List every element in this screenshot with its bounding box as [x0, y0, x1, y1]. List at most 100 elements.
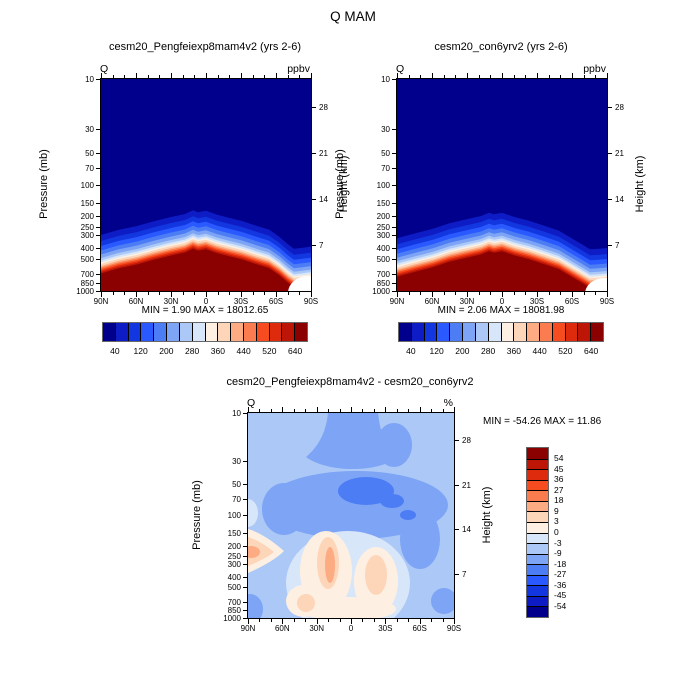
height-tick: [312, 199, 316, 201]
pressure-tick: [96, 235, 100, 237]
colorbar-segment: [230, 323, 243, 341]
colorbar-tick-label: 640: [288, 346, 303, 356]
variable-label: Q: [396, 63, 405, 75]
x-axis-tick: [287, 292, 289, 295]
pressure-tick: [243, 461, 247, 463]
pressure-tick-label: 500: [80, 254, 94, 264]
colorbar-tick-label: 45: [554, 463, 564, 474]
pressure-tick: [96, 290, 100, 292]
x-tick-label: 30N: [459, 297, 475, 306]
x-axis-tick: [101, 73, 102, 78]
height-tick: [312, 106, 316, 108]
colorbar-segment: [449, 323, 463, 341]
variable-label: Q: [247, 397, 256, 409]
height-tick: [312, 245, 316, 247]
x-axis-tick: [248, 619, 249, 624]
pressure-tick-label: 10: [232, 408, 241, 418]
colorbar-segment: [399, 323, 411, 341]
contour-plot-difference: 90N 60N 30N 0 30S 60S 90S 10 30 50 70 100 150 200 250 3…: [223, 407, 471, 633]
x-axis-tick: [385, 619, 387, 624]
colorbar-segment: [166, 323, 179, 341]
y-axis-title-pressure: Pressure (mb): [334, 149, 346, 219]
x-axis-tick: [339, 619, 341, 622]
colorbar-segment: [564, 323, 578, 341]
colorbar-tick-label: 520: [558, 346, 573, 356]
pressure-tick: [96, 283, 100, 285]
x-axis-tick: [112, 292, 114, 295]
colorbar-tick-label: 440: [532, 346, 547, 356]
x-axis-tick: [124, 292, 126, 295]
pressure-tick-label: 150: [227, 529, 241, 539]
x-axis-tick: [194, 292, 196, 295]
x-axis-tick: [373, 409, 375, 412]
colorbar-segment: [527, 543, 548, 554]
x-axis-tick: [431, 409, 433, 412]
x-axis-tick: [408, 75, 410, 78]
x-axis-tick: [206, 292, 207, 297]
pressure-tick-label: 1000: [223, 613, 241, 623]
colorbar-segment: [153, 323, 167, 341]
minmax-readout: MIN = -54.26 MAX = 11.86: [483, 416, 602, 427]
height-tick-label: 14: [615, 195, 624, 205]
colorbar-tick-label: 640: [584, 346, 599, 356]
x-axis-tick: [170, 73, 172, 78]
colorbar-segment: [281, 323, 295, 341]
x-axis-tick: [595, 75, 597, 78]
pressure-tick-label: 200: [376, 212, 390, 222]
pressure-tick: [392, 78, 396, 80]
pressure-tick: [243, 610, 247, 612]
height-tick-label: 21: [319, 148, 328, 158]
x-axis-tick: [454, 619, 455, 624]
x-axis-tick: [431, 73, 433, 78]
y-axis-title-pressure: Pressure (mb): [38, 149, 50, 219]
contour-plot-svg: [101, 79, 311, 291]
pressure-tick: [96, 258, 100, 260]
x-axis-tick: [560, 292, 562, 295]
colorbar-segment: [538, 323, 552, 341]
colorbar-tick-label: -3: [554, 537, 562, 548]
pressure-tick: [392, 235, 396, 237]
x-tick-label: 60N: [274, 624, 290, 633]
x-axis-tick: [112, 75, 114, 78]
unit-label: %: [443, 397, 453, 409]
x-axis-tick: [560, 75, 562, 78]
height-tick: [455, 484, 459, 486]
height-tick-label: 14: [462, 525, 471, 535]
x-axis-tick: [147, 292, 149, 295]
x-axis-tick: [478, 292, 480, 295]
pressure-tick: [392, 184, 396, 186]
pressure-tick: [96, 129, 100, 131]
height-tick-label: 21: [462, 480, 471, 490]
pressure-tick: [392, 168, 396, 170]
pressure-tick: [243, 576, 247, 578]
page-title: Q MAM: [330, 9, 376, 24]
x-tick-label: 30S: [233, 297, 249, 306]
height-tick: [455, 440, 459, 441]
x-axis-tick: [182, 75, 184, 78]
pressure-tick: [392, 290, 396, 292]
x-axis-tick: [595, 292, 597, 295]
pressure-tick-label: 850: [80, 279, 94, 289]
x-axis-tick: [478, 75, 480, 78]
colorbar-segment: [462, 323, 475, 341]
pressure-tick-label: 300: [227, 559, 241, 569]
x-axis-tick: [328, 619, 330, 622]
colorbar-tick-label: 520: [262, 346, 277, 356]
x-tick-label: 0: [203, 297, 209, 306]
x-axis-tick: [408, 619, 410, 622]
x-axis-tick: [536, 73, 538, 78]
colorbar-segment: [268, 323, 282, 341]
x-axis-tick: [351, 407, 352, 412]
pressure-tick-label: 200: [80, 212, 94, 222]
x-axis-tick: [466, 292, 468, 297]
colorbar-labels: 40 120 200 280 360 440 520 640: [102, 346, 308, 356]
colorbar-tick-label: 200: [159, 346, 174, 356]
contour-plot-experiment: 90N 60N 30N 0 30S 60S 90S 10 30 50 70 100 150 200 250 3…: [76, 73, 328, 306]
pressure-tick: [243, 499, 247, 501]
x-axis-tick: [502, 292, 503, 297]
x-axis-tick: [454, 407, 455, 412]
x-axis-tick: [259, 619, 261, 622]
x-tick-label: 90S: [446, 624, 462, 633]
x-axis-tick: [252, 292, 254, 295]
pressure-tick-label: 250: [227, 551, 241, 561]
